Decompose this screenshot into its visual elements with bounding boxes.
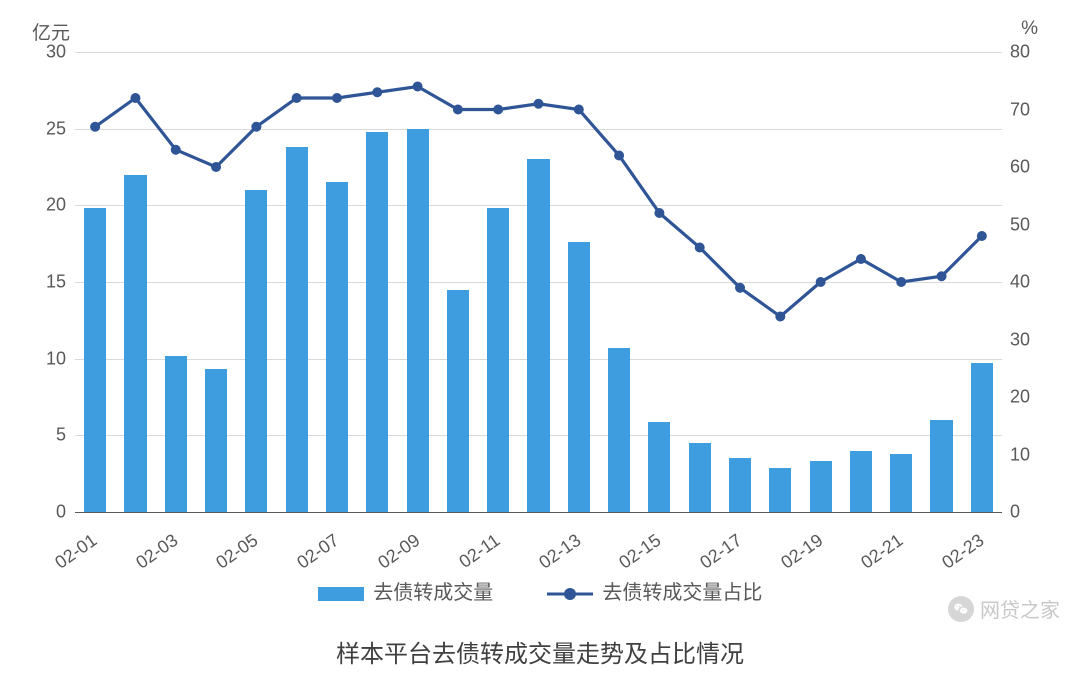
line-marker: [614, 151, 624, 161]
y-left-tick-label: 30: [30, 42, 66, 63]
line-marker: [775, 312, 785, 322]
x-tick-label: 02-03: [132, 530, 182, 574]
line-marker: [977, 231, 987, 241]
y-left-tick-label: 5: [30, 425, 66, 446]
y-right-unit: %: [1021, 18, 1038, 40]
x-tick-label: 02-23: [938, 530, 988, 574]
legend-label-line: 去债转成交量占比: [602, 582, 762, 604]
y-left-tick-label: 10: [30, 348, 66, 369]
line-marker: [896, 277, 906, 287]
x-tick-label: 02-05: [213, 530, 263, 574]
line-marker: [130, 93, 140, 103]
x-tick-label: 02-17: [696, 530, 746, 574]
line-marker: [90, 122, 100, 132]
x-tick-label: 02-01: [51, 530, 101, 574]
y-right-tick-label: 50: [1010, 214, 1046, 235]
line-series: [75, 52, 1002, 512]
line-marker: [453, 105, 463, 115]
line-path: [95, 87, 982, 317]
chart-caption: 样本平台去债转成交量走势及占比情况: [0, 634, 1080, 669]
y-right-tick-label: 60: [1010, 157, 1046, 178]
line-marker: [695, 243, 705, 253]
legend-swatch-line: [547, 587, 593, 601]
line-marker: [211, 162, 221, 172]
y-right-tick-label: 0: [1010, 502, 1046, 523]
line-marker: [534, 99, 544, 109]
legend-item-bar: 去债转成交量: [318, 576, 494, 605]
y-right-tick-label: 20: [1010, 387, 1046, 408]
legend-label-bar: 去债转成交量: [373, 582, 493, 604]
line-marker: [332, 93, 342, 103]
line-marker: [574, 105, 584, 115]
y-right-tick-label: 30: [1010, 329, 1046, 350]
line-marker: [735, 283, 745, 293]
x-tick-label: 02-13: [535, 530, 585, 574]
legend: 去债转成交量 去债转成交量占比: [0, 576, 1080, 605]
wechat-icon: [948, 596, 974, 622]
x-tick-label: 02-21: [857, 530, 907, 574]
y-right-tick-label: 10: [1010, 444, 1046, 465]
x-tick-label: 02-11: [456, 530, 505, 573]
legend-swatch-bar: [318, 587, 364, 601]
y-left-tick-label: 20: [30, 195, 66, 216]
gridline: [75, 512, 1002, 513]
watermark: 网贷之家: [948, 594, 1060, 623]
x-axis-labels: 02-0102-0302-0502-0702-0902-1102-1302-15…: [75, 522, 1002, 582]
line-marker: [654, 208, 664, 218]
line-marker: [292, 93, 302, 103]
line-marker: [372, 87, 382, 97]
watermark-text: 网贷之家: [980, 594, 1060, 623]
line-marker: [251, 122, 261, 132]
x-tick-label: 02-09: [374, 530, 424, 574]
line-marker: [937, 271, 947, 281]
y-right-tick-label: 70: [1010, 99, 1046, 120]
y-right-tick-label: 40: [1010, 272, 1046, 293]
chart-container: 亿元 % 051015202530 01020304050607080 02-0…: [0, 0, 1080, 688]
line-marker: [413, 82, 423, 92]
line-marker: [816, 277, 826, 287]
y-left-tick-label: 0: [30, 502, 66, 523]
line-marker: [171, 145, 181, 155]
plot-area: 051015202530 01020304050607080: [75, 52, 1002, 512]
y-left-tick-label: 15: [30, 272, 66, 293]
x-tick-label: 02-15: [616, 530, 666, 574]
line-marker: [856, 254, 866, 264]
line-marker: [493, 105, 503, 115]
y-left-tick-label: 25: [30, 118, 66, 139]
x-tick-label: 02-07: [293, 530, 343, 574]
x-tick-label: 02-19: [777, 530, 827, 574]
y-right-tick-label: 80: [1010, 42, 1046, 63]
legend-item-line: 去债转成交量占比: [547, 576, 763, 605]
